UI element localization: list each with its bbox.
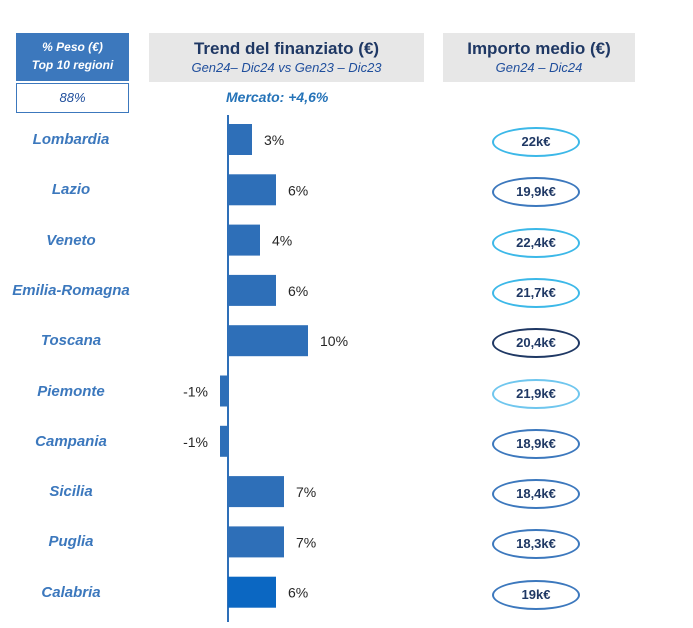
importo-title: Importo medio (€) [467, 39, 611, 58]
bar-piemonte [220, 375, 228, 407]
region-label: Piemonte [37, 382, 105, 400]
bar-value-label: 6% [288, 283, 308, 299]
region-label: Veneto [46, 231, 96, 249]
importo-badge: 21,7k€ [492, 277, 580, 308]
peso-header-box: % Peso (€) Top 10 regioni [16, 33, 129, 81]
importo-badge: 18,3k€ [492, 529, 580, 560]
bar-sicilia [228, 476, 284, 508]
trend-title: Trend del finanziato (€) [193, 39, 380, 58]
region-label: Puglia [48, 533, 94, 551]
region-label: Lombardia [32, 131, 110, 148]
region-label: Campania [35, 432, 107, 450]
importo-badge: 19k€ [492, 579, 580, 610]
importo-badge: 22k€ [492, 127, 580, 157]
region-label: Emilia-Romagna [12, 281, 130, 299]
bar-value-label: 7% [296, 484, 316, 500]
importo-subtitle: Gen24 – Dic24 [495, 60, 583, 75]
importo-badge: 20,4k€ [492, 328, 580, 359]
peso-header-line2: Top 10 regioni [31, 58, 114, 72]
bar-value-label: 10% [320, 333, 348, 349]
bar-emilia-romagna [228, 274, 276, 306]
bar-veneto [228, 224, 260, 256]
mercato-annotation: Mercato: +4,6% [226, 89, 329, 105]
bar-lazio [228, 174, 276, 206]
bar-value-label: 4% [272, 233, 292, 249]
bar-puglia [228, 526, 284, 558]
importo-badge: 18,9k€ [492, 428, 580, 459]
bar-value-label: 6% [288, 585, 308, 601]
bar-value-label: 7% [296, 534, 316, 550]
region-label: Toscana [40, 332, 102, 350]
region-label: Lazio [51, 181, 91, 199]
peso-header-line1: % Peso (€) [42, 40, 103, 54]
bar-calabria [228, 576, 276, 608]
trend-header: Trend del finanziato (€) Gen24– Dic24 vs… [149, 33, 424, 82]
importo-badge: 22,4k€ [492, 227, 580, 258]
region-label: Sicilia [49, 483, 93, 501]
bar-value-label: -1% [183, 434, 208, 450]
bar-campania [220, 425, 228, 457]
bar-value-label: 3% [264, 132, 284, 148]
trend-subtitle: Gen24– Dic24 vs Gen23 – Dic23 [191, 60, 382, 75]
bar-toscana [228, 325, 308, 357]
importo-badge: 19,9k€ [492, 177, 580, 208]
importo-badge: 21,9k€ [492, 378, 580, 409]
bar-value-label: -1% [183, 384, 208, 400]
importo-badge: 18,4k€ [492, 479, 580, 510]
region-label: Calabria [41, 583, 101, 601]
bar-lombardia [228, 124, 252, 155]
peso-value: 88% [16, 83, 129, 113]
bar-value-label: 6% [288, 182, 308, 198]
importo-header: Importo medio (€) Gen24 – Dic24 [443, 33, 635, 82]
